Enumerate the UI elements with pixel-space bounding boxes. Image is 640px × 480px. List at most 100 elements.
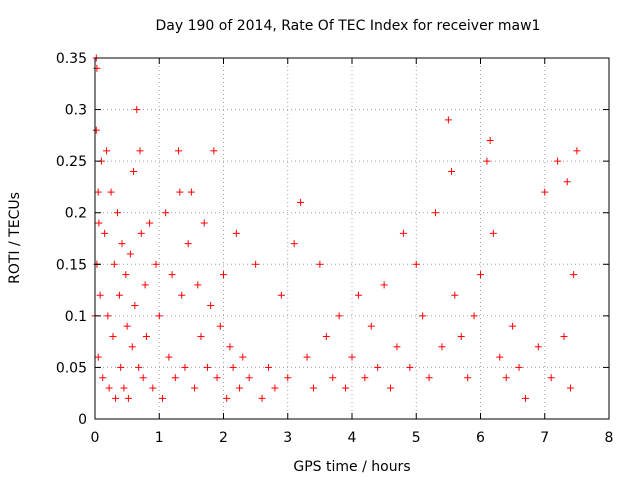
data-point (122, 271, 130, 279)
data-point (412, 260, 420, 268)
data-point (380, 281, 388, 289)
y-tick-label: 0.25 (56, 154, 87, 170)
data-point (329, 374, 337, 382)
data-point (130, 167, 138, 175)
data-point (509, 322, 517, 330)
data-point (290, 240, 298, 248)
data-point (309, 384, 317, 392)
data-point (194, 281, 202, 289)
data-point (152, 260, 160, 268)
data-point (203, 363, 211, 371)
data-point (229, 363, 237, 371)
data-point (560, 332, 568, 340)
data-point (226, 343, 234, 351)
data-point (367, 322, 375, 330)
data-point (515, 363, 523, 371)
x-tick-label: 7 (540, 430, 549, 446)
data-point (547, 374, 555, 382)
data-point (95, 219, 103, 227)
data-point (232, 229, 240, 237)
data-point (486, 137, 494, 145)
data-point (271, 384, 279, 392)
data-point (184, 240, 192, 248)
data-point (457, 332, 465, 340)
data-point (135, 363, 143, 371)
data-point (464, 374, 472, 382)
data-point (502, 374, 510, 382)
data-point (399, 229, 407, 237)
data-point (284, 374, 292, 382)
data-point (200, 219, 208, 227)
data-point (113, 209, 121, 217)
data-point (483, 157, 491, 165)
data-point (210, 147, 218, 155)
axis-ticks: 0 1 2 3 4 5 6 7 8 0 0.05 0.1 0.15 0.2 0.25 0.3 0.35 (56, 51, 614, 446)
data-point (239, 353, 247, 361)
data-point (220, 271, 227, 279)
data-point (101, 229, 109, 237)
data-point (131, 302, 139, 310)
x-tick-label: 4 (348, 430, 357, 446)
data-point (554, 157, 562, 165)
data-point (470, 312, 478, 320)
data-point (175, 147, 183, 155)
data-point (92, 126, 100, 134)
data-point (165, 353, 173, 361)
data-point (213, 374, 221, 382)
data-point (451, 291, 459, 299)
data-point (149, 384, 157, 392)
data-point (534, 343, 542, 351)
data-point (264, 363, 272, 371)
data-point (496, 353, 504, 361)
data-point (107, 188, 115, 196)
data-point (103, 147, 111, 155)
data-point (387, 384, 395, 392)
data-point (245, 374, 253, 382)
data-point (178, 291, 186, 299)
data-point (354, 291, 362, 299)
y-axis-label: ROTI / TECUs (7, 192, 23, 284)
data-point (99, 374, 107, 382)
data-point (252, 260, 260, 268)
data-point (277, 291, 285, 299)
x-tick-label: 8 (605, 430, 614, 446)
data-point (348, 353, 356, 361)
data-point (216, 322, 224, 330)
y-tick-label: 0.1 (65, 309, 87, 325)
data-point (139, 374, 147, 382)
y-tick-label: 0.05 (56, 360, 87, 376)
data-point (124, 394, 132, 402)
data-point (236, 384, 244, 392)
data-point (136, 147, 144, 155)
data-point (187, 188, 195, 196)
data-point (258, 394, 266, 402)
data-point (566, 384, 574, 392)
x-tick-label: 1 (155, 430, 164, 446)
data-point (335, 312, 343, 320)
data-point (94, 353, 102, 361)
data-point (489, 229, 497, 237)
data-point (563, 178, 571, 186)
data-point (117, 363, 125, 371)
data-point (297, 198, 305, 206)
x-tick-label: 0 (91, 430, 100, 446)
data-point (137, 229, 145, 237)
data-point (181, 363, 189, 371)
data-point (112, 394, 120, 402)
data-point (94, 188, 102, 196)
data-point (374, 363, 382, 371)
x-tick-label: 3 (283, 430, 292, 446)
data-point (444, 116, 452, 124)
data-point (168, 271, 176, 279)
data-point (118, 240, 126, 248)
data-point (162, 209, 170, 217)
data-point (477, 271, 484, 279)
data-point (104, 312, 112, 320)
y-tick-label: 0.35 (56, 51, 87, 67)
data-point (541, 188, 549, 196)
data-point (110, 260, 118, 268)
y-tick-label: 0.2 (65, 206, 87, 222)
data-point (432, 209, 440, 217)
grid (95, 58, 609, 419)
